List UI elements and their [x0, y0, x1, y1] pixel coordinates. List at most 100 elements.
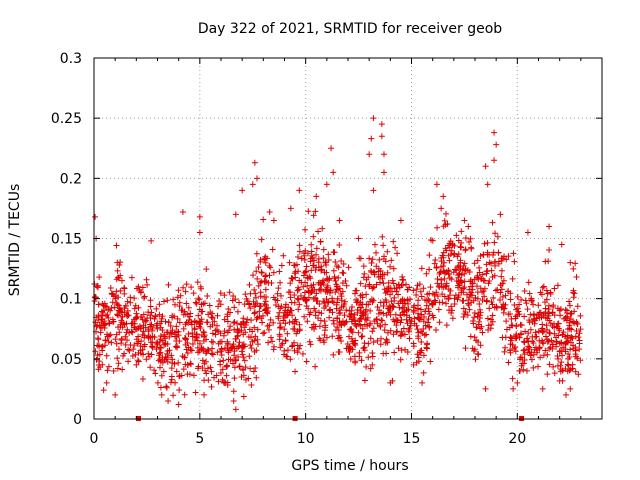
data-point	[378, 335, 385, 342]
grid-lines	[94, 58, 602, 419]
data-point	[291, 339, 298, 346]
data-point	[539, 321, 546, 328]
data-point	[113, 242, 120, 249]
x-tick-label: 20	[508, 431, 526, 447]
data-point	[203, 370, 210, 377]
data-point	[380, 280, 387, 287]
data-point	[117, 287, 124, 294]
data-point	[112, 391, 119, 398]
data-point	[537, 354, 544, 361]
data-point	[418, 265, 425, 272]
data-point	[276, 309, 283, 316]
data-point	[286, 319, 293, 326]
data-point	[505, 359, 512, 366]
data-point	[361, 377, 368, 384]
data-point	[104, 333, 111, 340]
data-point	[356, 318, 363, 325]
data-point	[301, 289, 308, 296]
data-point	[252, 294, 259, 301]
data-point	[170, 392, 177, 399]
data-point	[433, 265, 440, 272]
data-point	[512, 333, 519, 340]
data-point	[484, 239, 491, 246]
data-point	[281, 351, 288, 358]
data-point	[511, 301, 518, 308]
data-point	[108, 290, 115, 297]
data-point	[507, 296, 514, 303]
data-point	[189, 340, 196, 347]
data-point	[114, 355, 121, 362]
data-point	[549, 323, 556, 330]
data-point	[492, 230, 499, 237]
data-point	[221, 292, 228, 299]
data-point	[494, 233, 501, 240]
data-point	[569, 361, 576, 368]
data-point	[307, 309, 314, 316]
data-point	[144, 315, 151, 322]
data-point	[371, 241, 378, 248]
data-point	[378, 121, 385, 128]
data-point	[103, 352, 110, 359]
data-point	[145, 350, 152, 357]
data-point	[379, 233, 386, 240]
data-point	[123, 329, 130, 336]
data-point	[380, 302, 387, 309]
data-point	[329, 309, 336, 316]
data-point	[114, 311, 121, 318]
data-point	[223, 363, 230, 370]
data-point	[244, 316, 251, 323]
data-point	[335, 326, 342, 333]
data-point	[217, 370, 224, 377]
y-tick-label: 0.05	[51, 352, 82, 368]
data-point	[567, 259, 574, 266]
data-point	[346, 333, 353, 340]
data-point	[363, 291, 370, 298]
data-point	[270, 217, 277, 224]
data-point	[152, 370, 159, 377]
data-point	[277, 344, 284, 351]
data-point	[330, 320, 337, 327]
data-point	[167, 323, 174, 330]
data-point	[310, 212, 317, 219]
data-point	[274, 297, 281, 304]
data-point	[258, 269, 265, 276]
data-point	[282, 307, 289, 314]
data-point	[189, 330, 196, 337]
data-point	[265, 339, 272, 346]
data-point	[476, 315, 483, 322]
data-point	[513, 322, 520, 329]
data-point	[92, 213, 99, 220]
data-point	[252, 333, 259, 340]
data-point	[392, 244, 399, 251]
data-point	[497, 297, 504, 304]
data-point	[493, 141, 500, 148]
data-point	[199, 357, 206, 364]
data-point	[101, 318, 108, 325]
data-point	[124, 326, 131, 333]
data-point	[186, 371, 193, 378]
data-point	[384, 248, 391, 255]
data-point	[577, 357, 584, 364]
data-point	[492, 287, 499, 294]
data-point	[420, 318, 427, 325]
data-point	[277, 324, 284, 331]
data-point	[487, 325, 494, 332]
data-point	[443, 300, 450, 307]
data-point	[530, 301, 537, 308]
data-point	[568, 333, 575, 340]
data-point	[97, 329, 104, 336]
data-point	[106, 332, 113, 339]
data-point	[195, 363, 202, 370]
data-point	[525, 343, 532, 350]
data-point	[360, 263, 367, 270]
data-point	[246, 281, 253, 288]
data-point	[116, 329, 123, 336]
data-point	[329, 333, 336, 340]
data-point	[536, 344, 543, 351]
data-point	[380, 242, 387, 249]
data-point	[565, 362, 572, 369]
data-point	[443, 210, 450, 217]
data-point	[328, 145, 335, 152]
data-point	[346, 349, 353, 356]
